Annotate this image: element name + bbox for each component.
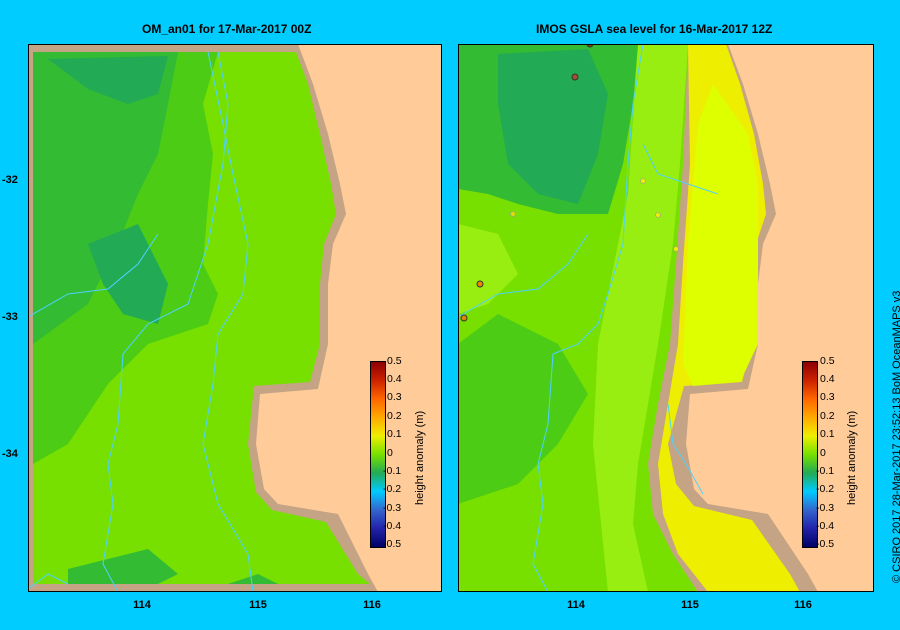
ocean-dark-green (33, 52, 178, 344)
contour-lines (28, 51, 254, 592)
map-border (458, 44, 874, 592)
right-x-tick-115: 115 (681, 599, 699, 611)
y-tick-34: -34 (2, 448, 18, 460)
ocean-darkest (48, 56, 168, 104)
left-map-title: OM_an01 for 17-Mar-2017 00Z (142, 22, 312, 36)
ocean-dark-south-2 (228, 574, 278, 584)
left-x-tick-116: 116 (363, 599, 381, 611)
ocean-darkest (498, 49, 608, 204)
left-map-panel (28, 44, 442, 592)
y-tick-33: -33 (2, 311, 18, 323)
ocean-yellow-green (683, 84, 758, 386)
right-x-tick-114: 114 (567, 599, 585, 611)
left-colorbar-title: height anomaly (m) (414, 410, 426, 505)
ocean-mid-green (458, 314, 588, 504)
right-x-tick-116: 116 (794, 599, 812, 611)
right-colorbar-title: height anomaly (m) (846, 410, 858, 505)
credit-text: © CSIRO 2017 28-Mar-2017 23:52:13 BoM Oc… (891, 290, 900, 583)
left-x-tick-115: 115 (249, 599, 267, 611)
left-map-svg (28, 44, 442, 592)
ocean-dark-south (68, 549, 178, 584)
right-colorbar (802, 361, 818, 548)
ocean-mid-light (593, 44, 688, 592)
contour-lines (458, 44, 719, 592)
ocean-light-west (458, 224, 518, 314)
map-border (28, 44, 442, 592)
left-x-tick-114: 114 (133, 599, 151, 611)
left-colorbar (370, 361, 386, 548)
right-map-title: IMOS GSLA sea level for 16-Mar-2017 12Z (536, 22, 773, 36)
y-tick-32: -32 (2, 174, 18, 186)
